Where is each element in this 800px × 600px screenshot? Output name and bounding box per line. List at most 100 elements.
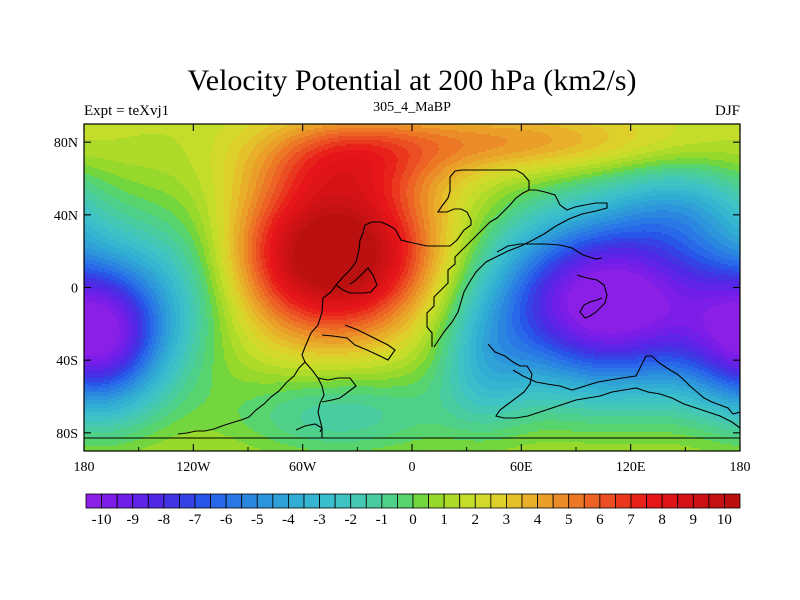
colorbar-box bbox=[552, 493, 570, 509]
colorbar-label: 6 bbox=[596, 512, 604, 528]
coastline-patagonia bbox=[317, 377, 357, 403]
colorbar-label: -8 bbox=[158, 512, 171, 528]
y-axis: 80N 40N 0 40S 80S bbox=[54, 136, 740, 442]
colorbar-label: -2 bbox=[344, 512, 357, 528]
y-tick-label: 0 bbox=[71, 282, 78, 297]
x-tick-label: 60E bbox=[510, 460, 533, 475]
colorbar-box bbox=[163, 493, 180, 509]
x-tick-label: 120W bbox=[176, 460, 211, 475]
x-tick-label: 120E bbox=[616, 460, 646, 475]
coastline-south-america-tip bbox=[304, 361, 325, 433]
velocity-potential-minimum bbox=[612, 305, 613, 306]
colorbar-box bbox=[599, 493, 616, 509]
colorbar-box bbox=[521, 493, 538, 509]
coastline-south-america-south bbox=[321, 324, 396, 361]
coastlines bbox=[84, 169, 740, 439]
colorbar-box bbox=[692, 493, 710, 509]
colorbar-box bbox=[241, 493, 258, 509]
colorbar-box bbox=[116, 493, 134, 509]
colorbar-label: -1 bbox=[376, 512, 389, 528]
colorbar-label: -5 bbox=[251, 512, 264, 528]
colorbar-box bbox=[506, 493, 523, 509]
colorbar-label: 10 bbox=[717, 512, 732, 528]
x-tick-label: 180 bbox=[74, 460, 95, 475]
colorbar-label: -10 bbox=[92, 512, 112, 528]
colorbar-box bbox=[303, 493, 320, 509]
colorbar-box bbox=[490, 493, 507, 509]
coastline-antarctic-peninsula bbox=[295, 423, 323, 438]
colorbar-box bbox=[132, 493, 149, 509]
coastline-australasia bbox=[512, 355, 740, 415]
colorbar-label: 7 bbox=[627, 512, 635, 528]
colorbar-box bbox=[288, 493, 305, 509]
colorbar-box bbox=[272, 493, 289, 509]
colorbar-labels: -10 -9 -8 -7 -6 -5 -4 -3 -2 -1 0 1 2 3 4 5 6 7 8 9 10 bbox=[92, 512, 732, 528]
colorbar-label: -7 bbox=[189, 512, 202, 528]
colorbar-label: 3 bbox=[503, 512, 511, 528]
colorbar-box bbox=[412, 493, 429, 509]
colorbar-box bbox=[630, 493, 647, 509]
colorbar-box bbox=[443, 493, 461, 509]
coastline-mediterranean bbox=[496, 243, 603, 260]
colorbar-label: -3 bbox=[313, 512, 326, 528]
colorbar-box bbox=[615, 493, 632, 509]
colorbar-box bbox=[210, 493, 227, 509]
period-label: 305_4_MaBP bbox=[373, 100, 451, 115]
velocity-potential-maximum bbox=[339, 251, 340, 252]
colorbar-box bbox=[225, 493, 243, 509]
colorbar-label: 2 bbox=[472, 512, 480, 528]
y-tick-label: 80S bbox=[56, 427, 78, 442]
coastline-africa-europe bbox=[433, 189, 608, 348]
x-tick-label: 180 bbox=[730, 460, 751, 475]
colorbar-box bbox=[147, 493, 165, 509]
colorbar-box bbox=[583, 493, 601, 509]
y-tick-label: 40N bbox=[54, 209, 78, 224]
x-tick-label: 60W bbox=[289, 460, 317, 475]
coastline-americas bbox=[177, 169, 530, 435]
colorbar-box bbox=[724, 493, 741, 509]
colorbar-label: -4 bbox=[282, 512, 295, 528]
colorbar bbox=[85, 493, 741, 509]
colorbar-box bbox=[459, 493, 476, 509]
colorbar-box bbox=[474, 493, 492, 509]
colorbar-box bbox=[568, 493, 585, 509]
colorbar-label: -9 bbox=[126, 512, 139, 528]
colorbar-box bbox=[334, 493, 352, 509]
colorbar-box bbox=[397, 493, 414, 509]
colorbar-box bbox=[319, 493, 336, 509]
coastline-south-america-east bbox=[335, 267, 378, 294]
colorbar-box bbox=[194, 493, 211, 509]
y-tick-label: 40S bbox=[56, 354, 78, 369]
colorbar-box bbox=[661, 493, 679, 509]
colorbar-box bbox=[85, 493, 102, 509]
colorbar-box bbox=[256, 493, 274, 509]
plot-area: 180 120W 60W 0 60E 120E 180 80N 40N 0 40S 80S bbox=[54, 123, 751, 475]
colorbar-box bbox=[365, 493, 383, 509]
colorbar-box bbox=[381, 493, 398, 509]
colorbar-box bbox=[428, 493, 445, 509]
x-tick-label: 0 bbox=[409, 460, 416, 475]
colorbar-box bbox=[101, 493, 118, 509]
colorbar-label: 8 bbox=[658, 512, 666, 528]
coastline-asia-lower bbox=[487, 343, 740, 429]
colorbar-label: -6 bbox=[220, 512, 233, 528]
coastline-east-asia bbox=[576, 274, 608, 319]
experiment-label: Expt = teXvj1 bbox=[84, 103, 169, 119]
colorbar-box bbox=[179, 493, 196, 509]
colorbar-label: 9 bbox=[690, 512, 698, 528]
season-label: DJF bbox=[715, 103, 740, 119]
colorbar-box bbox=[350, 493, 367, 509]
y-tick-label: 80N bbox=[54, 136, 78, 151]
x-axis: 180 120W 60W 0 60E 120E 180 bbox=[74, 124, 751, 475]
colorbar-box bbox=[537, 493, 554, 509]
colorbar-box bbox=[677, 493, 694, 509]
colorbar-label: 0 bbox=[409, 512, 417, 528]
colorbar-label: 5 bbox=[565, 512, 573, 528]
colorbar-box bbox=[646, 493, 663, 509]
colorbar-label: 4 bbox=[534, 512, 542, 528]
chart-title: Velocity Potential at 200 hPa (km2/s) bbox=[187, 64, 636, 97]
contour-field bbox=[84, 124, 740, 451]
colorbar-label: 1 bbox=[440, 512, 448, 528]
colorbar-box bbox=[708, 493, 725, 509]
